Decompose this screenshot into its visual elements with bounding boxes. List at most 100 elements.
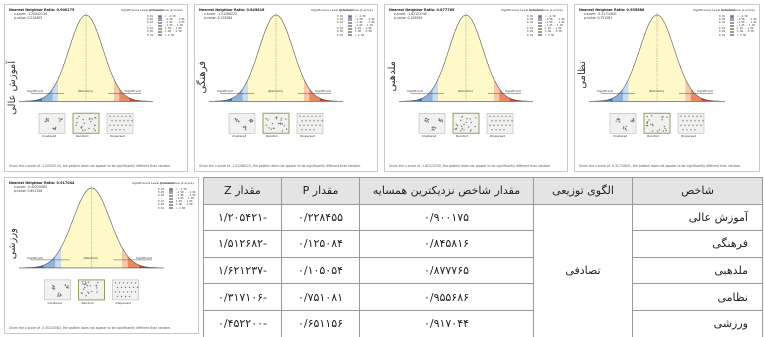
row-nn-ratio: ۰/۹۱۷۰۴۴ <box>359 309 534 337</box>
significance-level-label: Significance Level (p-value) <box>693 8 735 12</box>
row-index: فرهنگی <box>632 230 763 258</box>
significance-swatch <box>730 30 734 34</box>
pattern-label: Dispersed <box>681 134 697 139</box>
pattern-thumbnail <box>72 112 100 134</box>
pattern-point <box>250 121 252 123</box>
panel-title: Nearest Neighbor Ratio: 0.900175 <box>9 8 75 12</box>
significance-row: 0.05 1.96 - 2.58 <box>527 30 565 33</box>
pattern-point <box>646 122 648 124</box>
significance-p: 0.10 <box>158 194 165 198</box>
pattern-point <box>431 126 433 129</box>
significance-swatch <box>158 33 162 37</box>
pattern-point <box>493 115 495 118</box>
pattern-point <box>509 124 511 127</box>
pattern-point <box>460 129 462 132</box>
header-nn-ratio: مقدار شاخص نزدیکترین همسایه <box>359 177 534 205</box>
random-label: (Random) <box>649 89 664 94</box>
pattern-point <box>115 129 117 131</box>
row-p-value: ۰/۷۵۱۰۸۱ <box>281 283 360 311</box>
significance-z: 1.96 - 2.58 <box>176 203 193 207</box>
left-tail-label: Significant <box>27 255 43 260</box>
significance-row: 0.05 1.96 - 2.58 <box>158 203 196 206</box>
critical-value-label: Critical Value (z-score) <box>721 8 755 12</box>
significance-p: 0.10 <box>147 27 154 31</box>
significance-z: 1.96 - 2.58 <box>165 30 182 34</box>
p-value-label: p-value: 0.228455 <box>14 15 43 20</box>
pattern-point <box>87 281 90 283</box>
significance-swatch <box>730 15 734 18</box>
significance-row: 0.10 1.65 - 1.96 <box>337 27 375 30</box>
pattern-point <box>81 292 84 294</box>
significance-swatch <box>158 15 162 18</box>
significance-swatch <box>538 33 542 37</box>
curve-segment <box>215 98 233 102</box>
pattern-point <box>463 129 465 131</box>
row-z-value: -۰/۳۱۷۱۰۶ <box>203 283 282 311</box>
pattern-point <box>690 120 692 122</box>
row-nn-ratio: ۰/۸۷۷۷۶۵ <box>359 256 534 285</box>
pattern-point <box>53 288 55 290</box>
row-nn-ratio: ۰/۹۵۵۶۸۶ <box>359 283 534 311</box>
pattern-point <box>237 120 239 122</box>
significance-z: > 2.58 <box>737 33 747 37</box>
pattern-point <box>251 120 253 123</box>
significance-p: --- <box>147 24 152 28</box>
random-label: (Random) <box>78 89 93 94</box>
curve-segment <box>61 188 122 268</box>
pattern-point <box>495 129 497 131</box>
critical-value-label: Critical Value (z-score) <box>529 8 563 12</box>
pattern-point <box>125 115 127 118</box>
pattern-point <box>692 115 694 118</box>
pattern-point <box>88 118 91 120</box>
p-value-label: p-value: 0.651156 <box>14 188 43 193</box>
pattern-point <box>319 115 321 118</box>
pattern-point <box>461 115 463 118</box>
significance-z: -1.96 - -1.65 <box>176 194 196 198</box>
pattern-point <box>461 127 463 130</box>
row-z-value: -۱/۵۱۲۶۸۲ <box>203 230 282 258</box>
pattern-point <box>497 124 499 127</box>
category-side-label: فرهنگی <box>197 61 208 94</box>
significance-z: -1.65 - 1.65 <box>176 197 195 201</box>
significance-table: 0.01 < -2.58 0.05 -2.58 - -1.96 0.10 -1.96 - … <box>719 15 757 37</box>
curve-segment <box>55 247 62 268</box>
significance-swatch <box>348 18 352 21</box>
pattern-point <box>123 129 125 131</box>
pattern-point <box>301 129 303 131</box>
pattern-label: Random <box>76 134 89 139</box>
panel-military: Nearest Neighbor Ratio: 0.955686 z-score:… <box>574 4 760 172</box>
pattern-point <box>648 119 650 121</box>
pattern-point <box>265 124 268 126</box>
pattern-thumbnail <box>296 113 324 134</box>
significance-swatch <box>348 30 352 34</box>
pattern-point <box>134 282 137 284</box>
pattern-point <box>120 295 123 298</box>
pattern-point <box>299 124 301 127</box>
row-index: آموزش عالی <box>632 203 763 232</box>
pattern-point <box>489 124 491 127</box>
significance-z: 1.65 - 1.96 <box>165 27 182 31</box>
bell-curve-chart <box>589 13 725 134</box>
significance-z: 1.96 - 2.58 <box>355 30 372 34</box>
pattern-point <box>67 285 69 287</box>
significance-level-label: Significance Level (p-value) <box>121 8 163 12</box>
pattern-point <box>700 124 702 127</box>
pattern-thumbnail <box>106 113 134 134</box>
significance-row: 0.05 1.96 - 2.58 <box>337 30 375 33</box>
pattern-point <box>45 118 48 121</box>
pattern-point <box>236 118 238 121</box>
pattern-point <box>268 127 270 129</box>
z-score-label: z-score: -1.20542134 <box>14 12 47 16</box>
right-tail-label: Significant <box>315 89 331 94</box>
pattern-point <box>111 120 113 122</box>
pattern-point <box>424 119 426 122</box>
pattern-point <box>75 124 77 126</box>
pattern-point <box>97 281 99 284</box>
significance-z: -1.65 - 1.65 <box>165 24 184 28</box>
pattern-point <box>91 290 93 293</box>
random-label: (Random) <box>268 89 283 94</box>
pattern-point <box>113 124 115 127</box>
pattern-point <box>60 119 62 121</box>
significance-row: 0.10 -1.96 - -1.65 <box>158 194 196 197</box>
pattern-point <box>93 128 95 130</box>
